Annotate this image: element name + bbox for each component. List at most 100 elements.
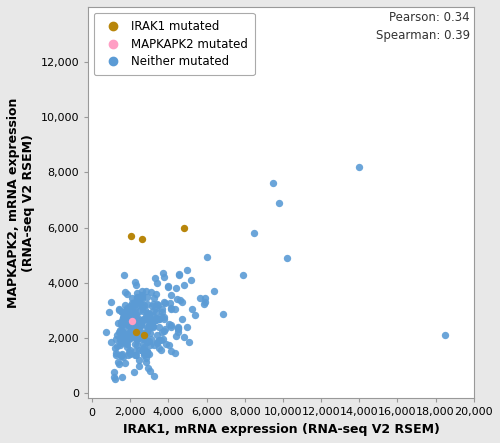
Point — [138, 346, 145, 354]
Point — [180, 334, 188, 341]
Point — [126, 311, 134, 319]
Point — [196, 295, 204, 302]
Point — [146, 329, 154, 336]
Point — [128, 327, 136, 334]
Point — [140, 346, 148, 353]
Point — [355, 163, 363, 171]
Point — [160, 316, 168, 323]
Point — [132, 301, 140, 308]
Point — [149, 307, 157, 314]
Point — [127, 316, 135, 323]
Point — [122, 307, 130, 314]
Point — [114, 359, 122, 366]
Point — [156, 336, 164, 343]
Point — [162, 340, 170, 347]
Point — [160, 314, 168, 321]
Point — [153, 301, 161, 308]
Point — [132, 281, 140, 288]
Point — [118, 309, 126, 316]
Point — [142, 347, 150, 354]
Point — [133, 316, 141, 323]
Point — [166, 304, 174, 311]
Point — [155, 323, 163, 330]
Point — [121, 301, 129, 308]
Point — [120, 334, 128, 342]
Point — [119, 335, 127, 342]
Point — [130, 333, 138, 340]
Point — [118, 328, 126, 335]
Point — [144, 315, 152, 322]
Point — [124, 312, 132, 319]
Point — [134, 323, 142, 330]
Point — [142, 350, 150, 357]
Point — [132, 342, 140, 349]
Point — [119, 353, 127, 360]
Point — [157, 347, 165, 354]
Point — [142, 355, 150, 362]
Point — [145, 337, 153, 344]
Point — [118, 338, 126, 345]
Point — [191, 311, 199, 318]
Point — [142, 288, 150, 295]
Point — [130, 309, 138, 316]
Point — [282, 254, 290, 261]
Point — [127, 321, 135, 328]
Point — [143, 323, 151, 330]
Point — [130, 320, 138, 327]
Point — [144, 324, 152, 331]
Point — [122, 359, 130, 366]
Point — [117, 351, 125, 358]
Point — [140, 301, 148, 308]
Point — [123, 312, 131, 319]
Point — [130, 303, 138, 310]
Point — [134, 308, 142, 315]
Point — [152, 315, 160, 323]
Point — [124, 352, 132, 359]
Point — [105, 308, 113, 315]
Point — [127, 320, 135, 327]
Point — [144, 349, 152, 356]
Point — [138, 291, 145, 299]
Point — [102, 329, 110, 336]
Point — [146, 313, 154, 320]
Text: Pearson: 0.34
Spearman: 0.39: Pearson: 0.34 Spearman: 0.39 — [376, 11, 470, 42]
Point — [128, 295, 136, 302]
Point — [144, 310, 152, 317]
Point — [125, 318, 133, 325]
Point — [152, 316, 160, 323]
Point — [142, 358, 150, 365]
Point — [118, 322, 126, 329]
Point — [126, 323, 134, 330]
Point — [126, 335, 134, 342]
Point — [142, 314, 150, 321]
Point — [174, 326, 182, 333]
Point — [134, 321, 141, 328]
Point — [138, 288, 146, 295]
Point — [121, 330, 129, 338]
Point — [120, 332, 128, 339]
Point — [238, 272, 246, 279]
Point — [138, 294, 146, 301]
Point — [201, 294, 209, 301]
Point — [146, 368, 154, 375]
Point — [118, 350, 126, 358]
Point — [112, 349, 120, 356]
Point — [164, 342, 172, 349]
Point — [220, 311, 228, 318]
Point — [122, 42, 130, 49]
Point — [118, 317, 126, 324]
Point — [175, 272, 183, 279]
Point — [180, 224, 188, 231]
Point — [118, 314, 126, 321]
Point — [106, 299, 114, 306]
Point — [113, 331, 121, 338]
Point — [150, 342, 158, 349]
Point — [167, 305, 175, 312]
Point — [146, 335, 154, 342]
Point — [137, 322, 145, 329]
Point — [110, 368, 118, 375]
Point — [110, 376, 118, 383]
Point — [148, 321, 156, 328]
Point — [170, 305, 178, 312]
Point — [124, 333, 132, 340]
